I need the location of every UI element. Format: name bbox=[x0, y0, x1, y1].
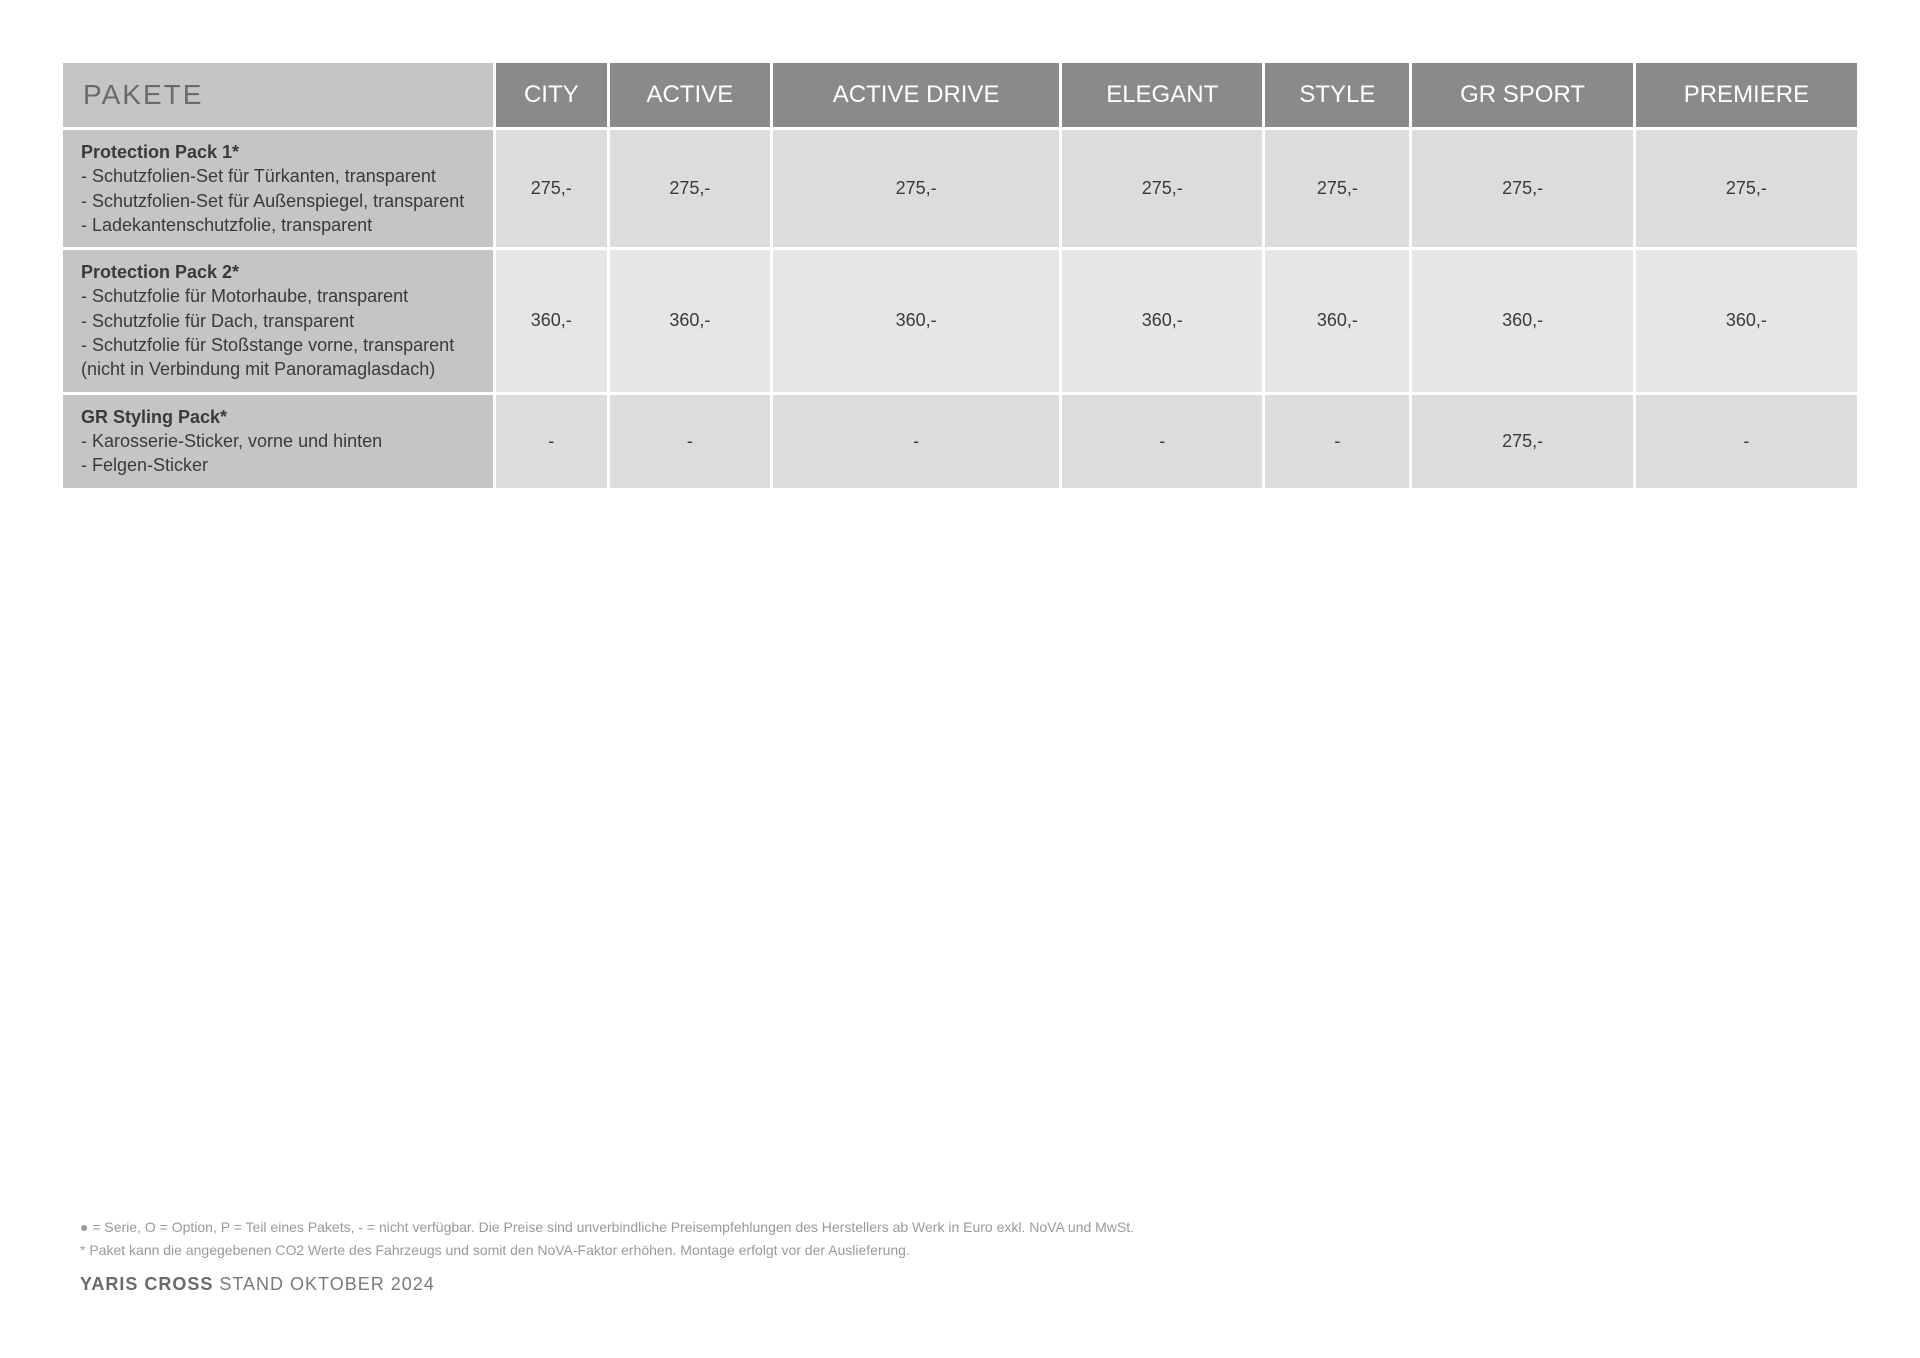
price-cell: 275,- bbox=[1412, 395, 1632, 488]
footer-title-bold: YARIS CROSS bbox=[80, 1274, 213, 1294]
col-header-premiere: PREMIERE bbox=[1636, 63, 1857, 127]
price-cell: 275,- bbox=[1062, 130, 1262, 247]
price-cell: 360,- bbox=[773, 250, 1059, 391]
price-cell: - bbox=[773, 395, 1059, 488]
price-cell: 275,- bbox=[1265, 130, 1409, 247]
col-header-elegant: ELEGANT bbox=[1062, 63, 1262, 127]
price-cell: 275,- bbox=[496, 130, 607, 247]
price-cell: 360,- bbox=[1265, 250, 1409, 391]
price-cell: - bbox=[1265, 395, 1409, 488]
col-header-active-drive: ACTIVE DRIVE bbox=[773, 63, 1059, 127]
pack-detail: - Schutzfolie für Stoßstange vorne, tran… bbox=[81, 333, 475, 357]
pack-detail: - Schutzfolien-Set für Türkanten, transp… bbox=[81, 164, 475, 188]
col-header-active: ACTIVE bbox=[610, 63, 771, 127]
pakete-header: PAKETE bbox=[63, 63, 493, 127]
price-cell: 275,- bbox=[1412, 130, 1632, 247]
pack-detail: - Schutzfolien-Set für Außenspiegel, tra… bbox=[81, 189, 475, 213]
pack-title: Protection Pack 2* bbox=[81, 260, 475, 284]
price-cell: 360,- bbox=[1636, 250, 1857, 391]
pricing-table-container: PAKETE CITY ACTIVE ACTIVE DRIVE ELEGANT … bbox=[60, 60, 1860, 491]
pricing-table: PAKETE CITY ACTIVE ACTIVE DRIVE ELEGANT … bbox=[60, 60, 1860, 491]
price-cell: - bbox=[1636, 395, 1857, 488]
row-label: GR Styling Pack*- Karosserie-Sticker, vo… bbox=[63, 395, 493, 488]
price-cell: 275,- bbox=[1636, 130, 1857, 247]
col-header-gr-sport: GR SPORT bbox=[1412, 63, 1632, 127]
pack-detail: - Felgen-Sticker bbox=[81, 453, 475, 477]
footer-note-2: * Paket kann die angegebenen CO2 Werte d… bbox=[80, 1240, 1840, 1261]
footer: ● = Serie, O = Option, P = Teil eines Pa… bbox=[80, 1217, 1840, 1298]
table-row: Protection Pack 2*- Schutzfolie für Moto… bbox=[63, 250, 1857, 391]
price-cell: - bbox=[610, 395, 771, 488]
pack-title: Protection Pack 1* bbox=[81, 140, 475, 164]
price-cell: - bbox=[496, 395, 607, 488]
pack-detail: - Schutzfolie für Motorhaube, transparen… bbox=[81, 284, 475, 308]
pack-title: GR Styling Pack* bbox=[81, 405, 475, 429]
price-cell: 360,- bbox=[496, 250, 607, 391]
col-header-city: CITY bbox=[496, 63, 607, 127]
pack-detail: (nicht in Verbindung mit Panoramaglasdac… bbox=[81, 357, 475, 381]
price-cell: 360,- bbox=[1062, 250, 1262, 391]
header-row: PAKETE CITY ACTIVE ACTIVE DRIVE ELEGANT … bbox=[63, 63, 1857, 127]
row-label: Protection Pack 1*- Schutzfolien-Set für… bbox=[63, 130, 493, 247]
pack-detail: - Ladekantenschutzfolie, transparent bbox=[81, 213, 475, 237]
pack-detail: - Karosserie-Sticker, vorne und hinten bbox=[81, 429, 475, 453]
row-label: Protection Pack 2*- Schutzfolie für Moto… bbox=[63, 250, 493, 391]
price-cell: 360,- bbox=[610, 250, 771, 391]
footer-note-1: ● = Serie, O = Option, P = Teil eines Pa… bbox=[80, 1217, 1840, 1238]
pack-detail: - Schutzfolie für Dach, transparent bbox=[81, 309, 475, 333]
footer-title-rest: STAND OKTOBER 2024 bbox=[213, 1274, 434, 1294]
price-cell: 360,- bbox=[1412, 250, 1632, 391]
col-header-style: STYLE bbox=[1265, 63, 1409, 127]
price-cell: 275,- bbox=[610, 130, 771, 247]
table-row: Protection Pack 1*- Schutzfolien-Set für… bbox=[63, 130, 1857, 247]
footer-title: YARIS CROSS STAND OKTOBER 2024 bbox=[80, 1271, 1840, 1298]
price-cell: - bbox=[1062, 395, 1262, 488]
table-row: GR Styling Pack*- Karosserie-Sticker, vo… bbox=[63, 395, 1857, 488]
price-cell: 275,- bbox=[773, 130, 1059, 247]
